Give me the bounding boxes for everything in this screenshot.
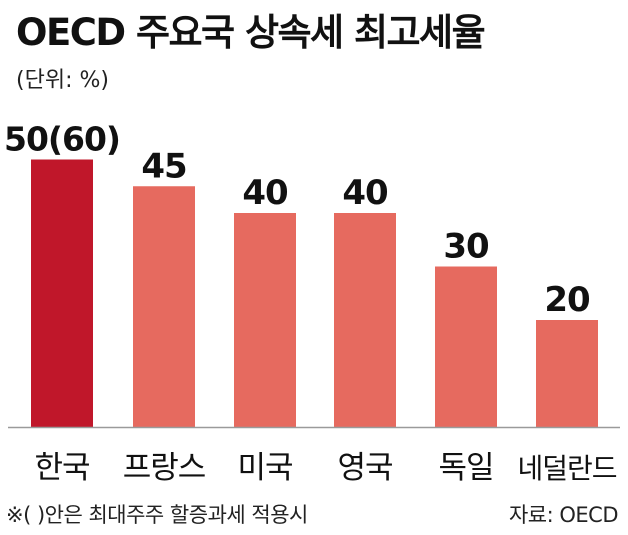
category-label-3: 미국 xyxy=(237,450,292,486)
category-label-1: 한국 xyxy=(34,450,89,486)
bar-5 xyxy=(435,266,497,427)
value-label-5: 30 xyxy=(443,227,489,267)
category-label-2: 프랑스 xyxy=(123,450,206,486)
bar-4 xyxy=(334,213,396,427)
value-label-2: 45 xyxy=(141,146,186,186)
value-label-6: 20 xyxy=(544,280,590,320)
unit-label: (단위: %) xyxy=(16,68,109,93)
source-label: 자료: OECD xyxy=(508,503,619,527)
category-label-4: 영국 xyxy=(337,450,392,486)
bar-1 xyxy=(31,159,93,427)
category-label-6: 네덜란드 xyxy=(517,452,616,485)
bar-2 xyxy=(133,186,195,427)
footnote: ※( )안은 최대주주 할증과세 적용시 xyxy=(6,503,308,527)
bar-3 xyxy=(234,213,296,427)
value-label-3: 40 xyxy=(242,173,288,213)
category-label-5: 독일 xyxy=(438,450,493,486)
chart-title: OECD 주요국 상속세 최고세율 xyxy=(16,11,486,54)
value-label-1: 50(60) xyxy=(4,120,120,159)
value-label-4: 40 xyxy=(342,173,388,213)
bar-6 xyxy=(536,320,598,427)
